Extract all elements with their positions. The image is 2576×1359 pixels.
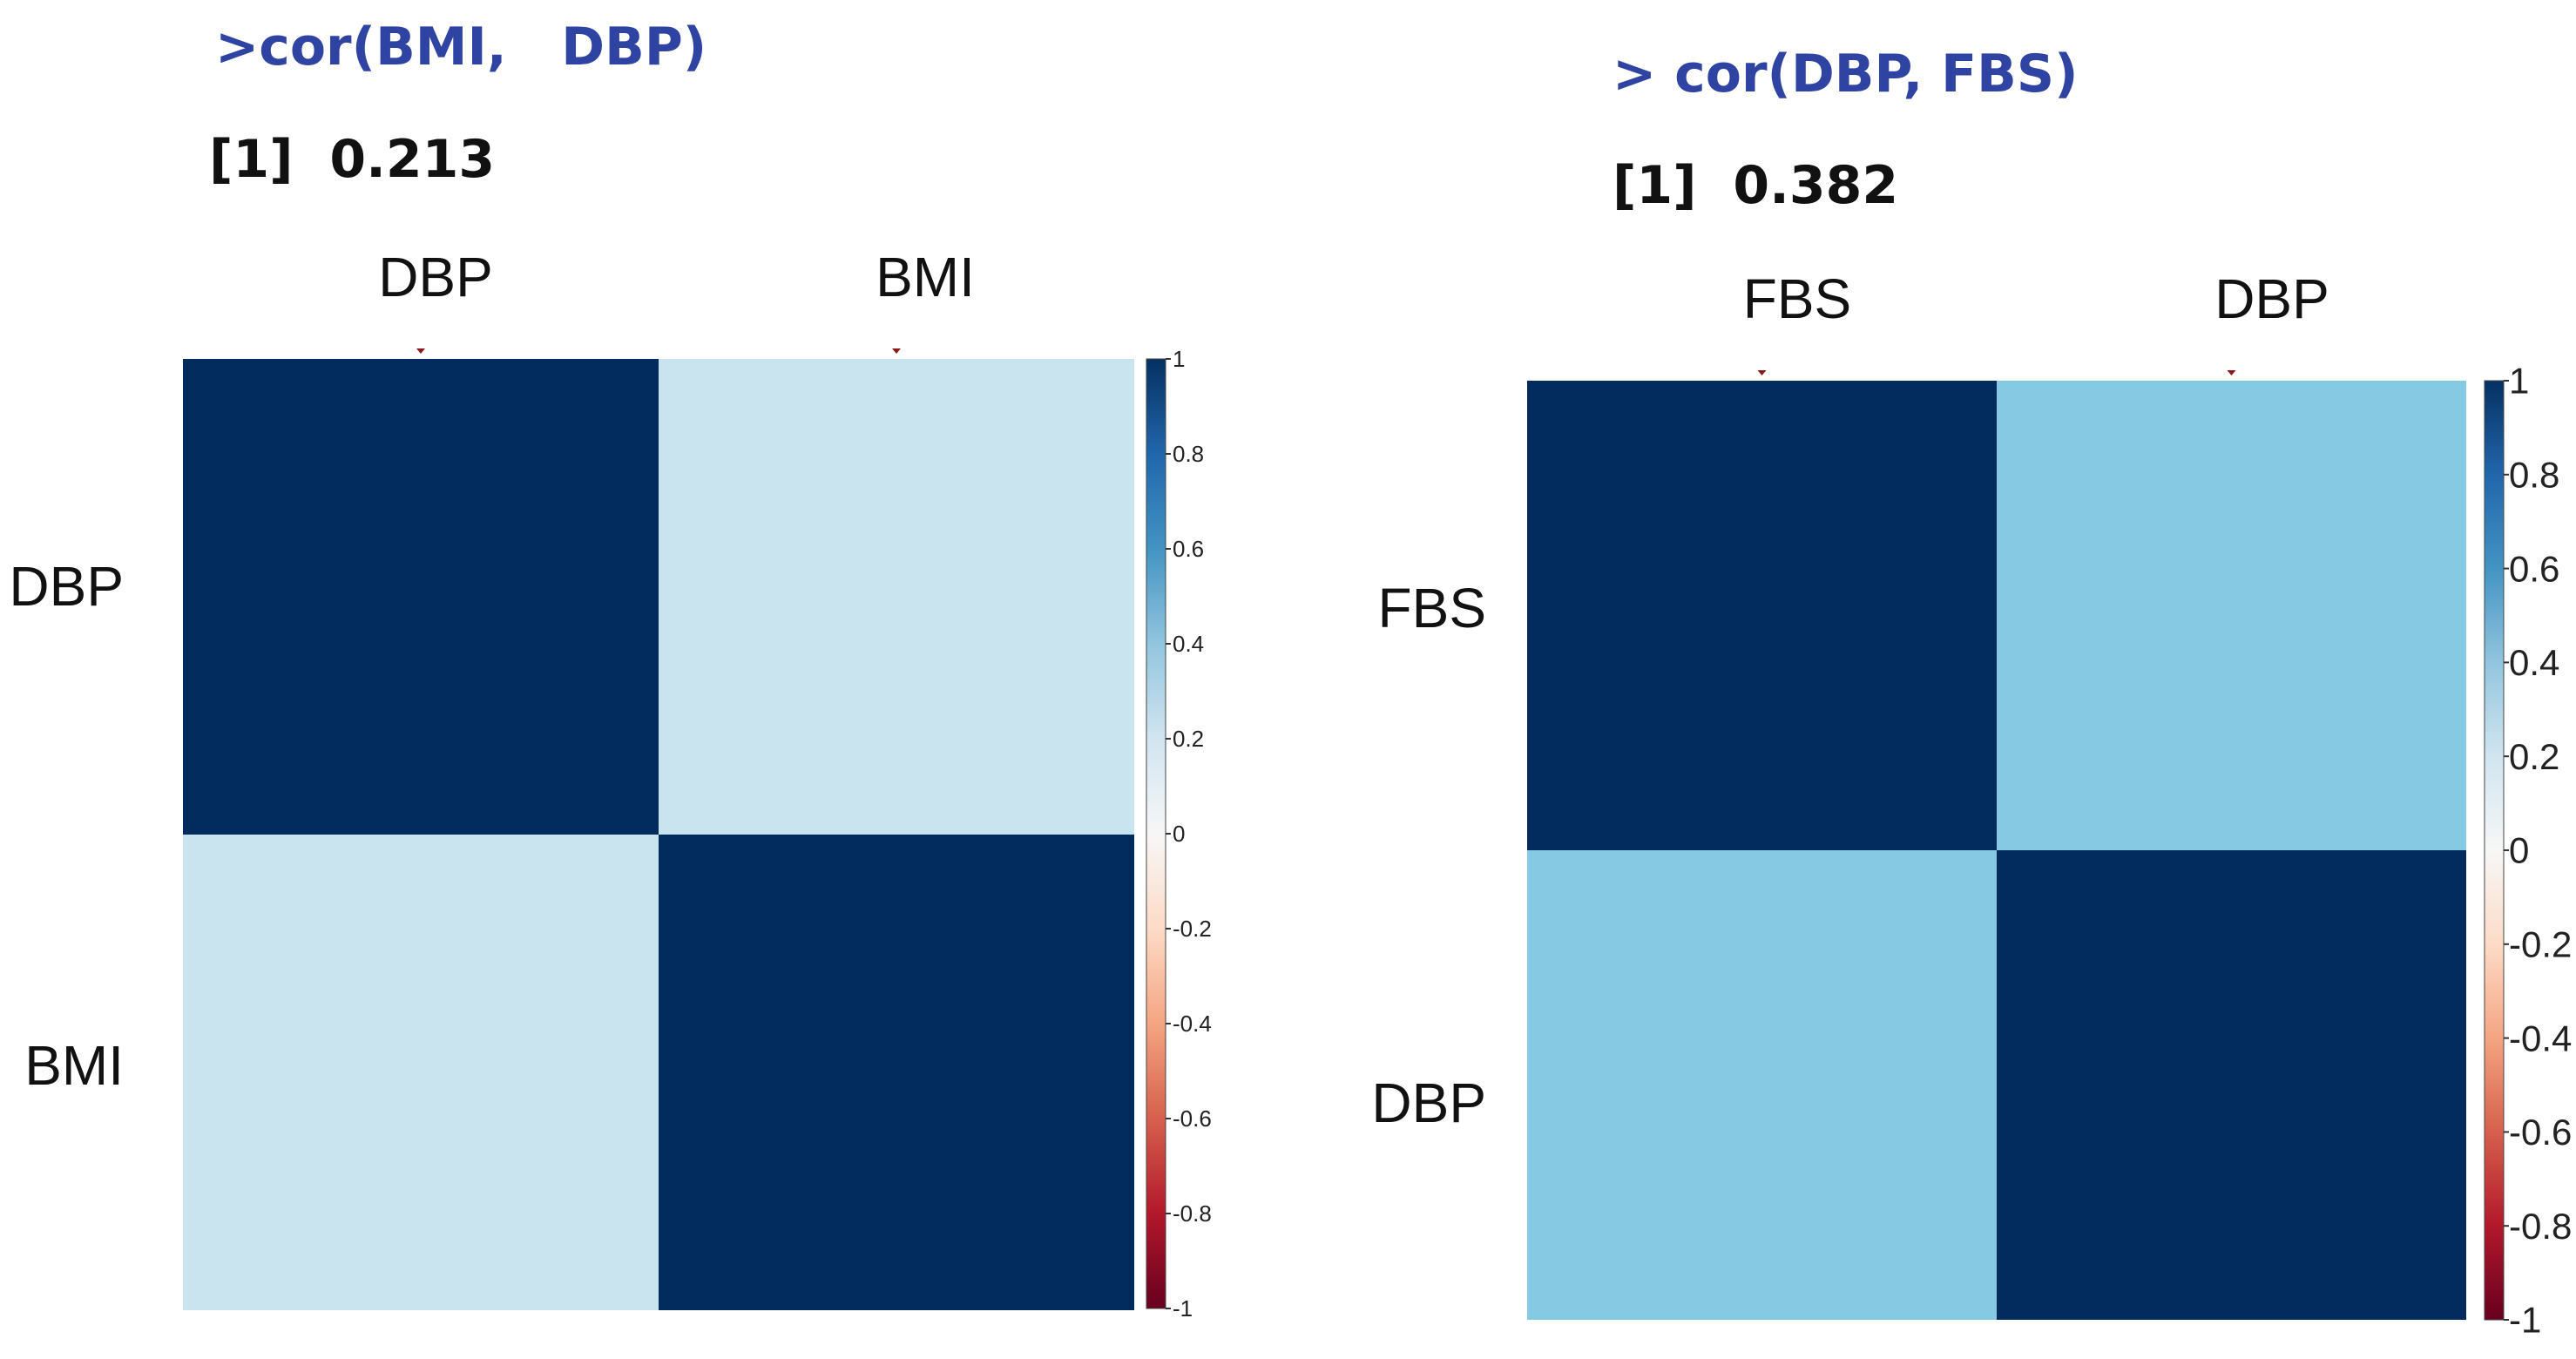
colorbar-tick-label: -0.2: [2509, 924, 2572, 965]
row-label-dbp: DBP: [1371, 1072, 1486, 1134]
column-label-fbs: FBS: [1743, 267, 1851, 330]
column-label-dbp: DBP: [378, 246, 493, 308]
left-cor-result: [1] 0.213: [209, 129, 496, 190]
heatmap-cell-bmi-bmi: [659, 835, 1134, 1310]
colorbar-tick-label: 1: [2509, 361, 2529, 402]
heatmap-cell-bmi-dbp: [183, 835, 659, 1310]
heatmap-cell-dbp-bmi: [659, 359, 1134, 835]
colorbar-tick-label: -1: [2509, 1300, 2541, 1341]
right-cor-command: > cor(DBP, FBS): [1613, 44, 2079, 105]
right-cor-result: [1] 0.382: [1613, 155, 1899, 216]
colorbar-tick-label: 0: [2509, 830, 2529, 871]
column-label-bmi: BMI: [876, 246, 975, 308]
colorbar-tick-label: 0.2: [1173, 726, 1204, 752]
colorbar-tick-label: -0.4: [1173, 1011, 1212, 1037]
colorbar-tick-label: 0.6: [1173, 536, 1204, 562]
row-label-fbs: FBS: [1378, 577, 1486, 639]
colorbar-tick-label: -0.8: [2509, 1206, 2572, 1247]
heatmap-cell-fbs-fbs: [1527, 381, 1997, 850]
right-correlation-panel: > cor(DBP, FBS) [1] 0.382 FBS DBP FBS DBP 1 0…: [1288, 0, 2575, 1359]
colorbar-tick-label: 0.2: [2509, 736, 2559, 777]
colorbar-tick-label: -0.4: [2509, 1018, 2572, 1058]
colorbar-tick-label: -0.6: [2509, 1112, 2572, 1153]
colorbar: [2484, 380, 2505, 1321]
row-label-bmi: BMI: [24, 1034, 124, 1097]
colorbar-tick-label: 0.8: [1173, 441, 1204, 467]
colorbar-tick-label: -0.2: [1173, 916, 1212, 942]
column-label-dbp: DBP: [2214, 267, 2329, 330]
colorbar-tick-label: 0.4: [2509, 642, 2559, 683]
colorbar-tick-label: 0.6: [2509, 548, 2559, 589]
colorbar-tick-label: 0.4: [1173, 631, 1204, 657]
column-tick-mark: [892, 348, 901, 354]
heatmap-cell-fbs-dbp: [1997, 381, 2466, 850]
heatmap-cell-dbp-fbs: [1527, 850, 1997, 1320]
left-cor-command: >cor(BMI, DBP): [215, 17, 707, 78]
heatmap-cell-dbp-dbp: [183, 359, 659, 835]
heatmap-cell-dbp-dbp: [1997, 850, 2466, 1320]
colorbar-tick-label: 1: [1173, 346, 1185, 372]
row-label-dbp: DBP: [9, 555, 124, 618]
column-tick-mark: [2227, 370, 2236, 375]
colorbar: [1146, 358, 1166, 1309]
colorbar-tick-label: -0.8: [1173, 1200, 1212, 1227]
column-tick-mark: [416, 348, 425, 354]
right-correlation-heatmap: FBS DBP FBS DBP 1 0.8 0.6 0.4 0.2 0 -0.2 -0.4 -0.6 -0…: [1371, 267, 2572, 1341]
colorbar-tick-label: 0: [1173, 821, 1185, 847]
colorbar-tick-label: -0.6: [1173, 1105, 1212, 1132]
colorbar-tick-label: 0.8: [2509, 455, 2559, 496]
left-correlation-heatmap: DBP BMI DBP BMI 1 0.8 0.6 0.4 0.2 0 -0.2 -0.4 -0.6 -0…: [9, 246, 1212, 1322]
left-correlation-panel: >cor(BMI, DBP) [1] 0.213 DBP BMI DBP BMI 1 0.…: [9, 17, 1212, 1322]
column-tick-mark: [1757, 370, 1767, 375]
colorbar-tick-label: -1: [1173, 1295, 1193, 1322]
